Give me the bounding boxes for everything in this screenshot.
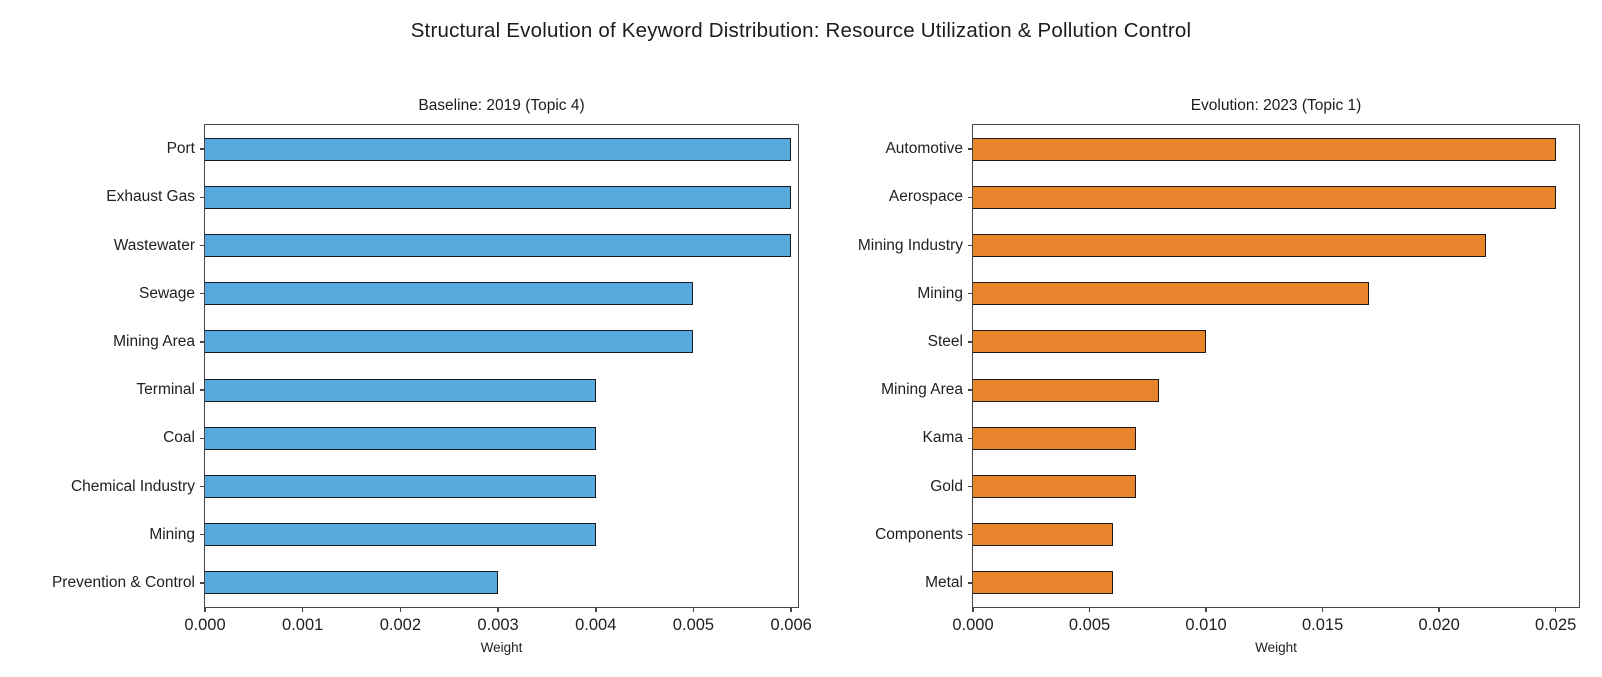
category-label: Mining Industry — [857, 236, 963, 254]
evolution-plot-area: Automotive Aerospace Mining Industry Mining… — [858, 124, 1580, 634]
figure-title: Structural Evolution of Keyword Distribu… — [410, 19, 1192, 42]
bar-automotive — [973, 137, 1556, 161]
y-tick — [200, 341, 205, 343]
category-label: Automotive — [885, 140, 963, 158]
x-tick-label: 0.020 — [1418, 616, 1460, 634]
y-tick — [200, 389, 205, 391]
x-tick — [1554, 607, 1557, 612]
x-tick — [1438, 607, 1440, 612]
bar-mining — [205, 523, 596, 547]
bar-gold — [973, 475, 1137, 498]
category-label: Mining Area — [113, 332, 195, 350]
y-tick — [968, 485, 973, 488]
y-tick — [200, 292, 205, 295]
bar-mining-area — [973, 378, 1160, 402]
y-tick — [968, 292, 973, 295]
bar-aerospace — [973, 185, 1556, 209]
y-tick — [200, 582, 205, 584]
x-tick — [1205, 607, 1207, 612]
x-tick-label: 0.010 — [1185, 616, 1227, 634]
bar-kama — [973, 426, 1137, 450]
y-tick — [200, 485, 205, 488]
category-label: Aerospace — [888, 188, 963, 206]
category-label: Gold — [930, 477, 963, 495]
x-tick — [497, 607, 499, 612]
bar-mining-industry — [973, 234, 1486, 257]
bar-sewage — [205, 282, 694, 306]
bar-wastewater — [205, 234, 792, 257]
y-tick — [200, 148, 205, 150]
category-label: Mining — [917, 284, 963, 302]
baseline-plot-area: Port Exhaust Gas Wastewater Sewage Mining Ar… — [52, 124, 812, 634]
x-tick — [692, 607, 695, 612]
bar-mining — [973, 282, 1370, 306]
category-label: Chemical Industry — [70, 477, 195, 495]
category-label: Mining — [149, 525, 195, 543]
baseline-chart: Baseline: 2019 (Topic 4) Port Exhaust Gas… — [52, 97, 812, 655]
bar-steel — [973, 330, 1207, 354]
x-tick-label: 0.002 — [379, 616, 422, 634]
x-tick-label: 0.025 — [1535, 616, 1577, 634]
y-tick — [200, 437, 205, 440]
y-tick — [968, 341, 973, 343]
y-tick — [968, 389, 973, 391]
bar-mining-area — [205, 330, 694, 354]
bar-exhaust-gas — [205, 185, 792, 209]
category-label: Steel — [927, 332, 963, 350]
x-tick-label: 0.000 — [184, 616, 226, 634]
category-label: Wastewater — [113, 236, 195, 254]
evolution-chart: Evolution: 2023 (Topic 1) Automotive Aero… — [858, 97, 1580, 655]
x-tick — [1321, 607, 1324, 612]
category-label: Kama — [922, 429, 964, 447]
category-label: Exhaust Gas — [106, 188, 195, 206]
x-tick-label: 0.006 — [770, 616, 812, 634]
category-label: Port — [166, 140, 195, 158]
x-tick-label: 0.001 — [282, 616, 324, 634]
x-tick-label: 0.005 — [1068, 616, 1111, 634]
bar-coal — [205, 426, 596, 450]
y-tick — [968, 244, 973, 247]
y-tick — [968, 533, 973, 536]
bar-chemical-industry — [205, 475, 596, 498]
x-tick-label: 0.003 — [477, 616, 519, 634]
bar-prevention-control — [205, 571, 499, 595]
x-tick — [204, 607, 206, 612]
bar-metal — [973, 571, 1113, 595]
y-tick — [968, 148, 973, 150]
evolution-x-axis-label: Weight — [1255, 640, 1297, 655]
x-tick-label: 0.015 — [1301, 616, 1344, 634]
y-tick — [968, 437, 973, 440]
category-label: Prevention & Control — [51, 573, 195, 591]
bar-components — [973, 523, 1113, 547]
y-tick — [200, 244, 205, 247]
category-label: Sewage — [138, 284, 195, 302]
x-tick — [595, 607, 597, 612]
y-tick — [968, 582, 973, 584]
x-tick — [790, 607, 792, 612]
category-label: Metal — [925, 573, 963, 591]
category-label: Terminal — [136, 381, 195, 399]
x-tick-label: 0.005 — [672, 616, 715, 634]
category-label: Components — [875, 525, 963, 543]
category-label: Mining Area — [881, 381, 963, 399]
x-tick-label: 0.004 — [575, 616, 617, 634]
y-tick — [200, 196, 205, 199]
x-tick — [972, 607, 974, 612]
baseline-x-axis-label: Weight — [480, 640, 523, 655]
x-tick-label: 0.000 — [952, 616, 994, 634]
y-tick — [200, 533, 205, 536]
evolution-chart-title: Evolution: 2023 (Topic 1) — [1190, 97, 1362, 114]
y-tick — [968, 196, 973, 199]
bar-terminal — [205, 378, 596, 402]
baseline-chart-title: Baseline: 2019 (Topic 4) — [418, 97, 585, 114]
x-tick — [1088, 607, 1091, 612]
x-tick — [399, 607, 402, 612]
category-label: Coal — [163, 429, 195, 447]
bar-port — [205, 137, 792, 161]
x-tick — [301, 607, 304, 612]
